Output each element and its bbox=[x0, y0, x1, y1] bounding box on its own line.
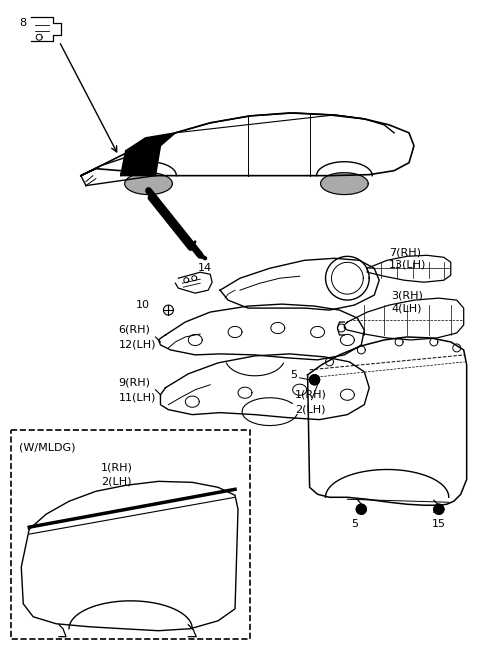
Text: 8: 8 bbox=[19, 18, 26, 28]
FancyBboxPatch shape bbox=[12, 430, 250, 639]
Text: 2(LH): 2(LH) bbox=[101, 476, 132, 486]
Text: 13(LH): 13(LH) bbox=[389, 259, 427, 269]
Polygon shape bbox=[310, 375, 320, 385]
Text: 6(RH): 6(RH) bbox=[119, 325, 151, 335]
Text: 9(RH): 9(RH) bbox=[119, 378, 151, 388]
Polygon shape bbox=[120, 146, 160, 176]
Text: 1(RH): 1(RH) bbox=[295, 390, 326, 400]
Polygon shape bbox=[434, 504, 444, 514]
Text: 4(LH): 4(LH) bbox=[391, 303, 421, 313]
Text: 11(LH): 11(LH) bbox=[119, 393, 156, 403]
Text: 2(LH): 2(LH) bbox=[295, 405, 325, 415]
Text: 1(RH): 1(RH) bbox=[101, 462, 132, 472]
Text: 12(LH): 12(LH) bbox=[119, 340, 156, 350]
Text: 7(RH): 7(RH) bbox=[389, 247, 421, 257]
Polygon shape bbox=[125, 173, 172, 195]
Text: 5: 5 bbox=[291, 370, 298, 380]
Text: (W/MLDG): (W/MLDG) bbox=[19, 443, 76, 453]
Polygon shape bbox=[126, 133, 175, 151]
Text: 3(RH): 3(RH) bbox=[391, 290, 423, 300]
Text: 5: 5 bbox=[351, 519, 358, 529]
Polygon shape bbox=[356, 504, 366, 514]
Text: 10: 10 bbox=[136, 300, 150, 310]
Text: 14: 14 bbox=[198, 263, 212, 274]
Text: 15: 15 bbox=[432, 519, 446, 529]
Polygon shape bbox=[321, 173, 368, 195]
